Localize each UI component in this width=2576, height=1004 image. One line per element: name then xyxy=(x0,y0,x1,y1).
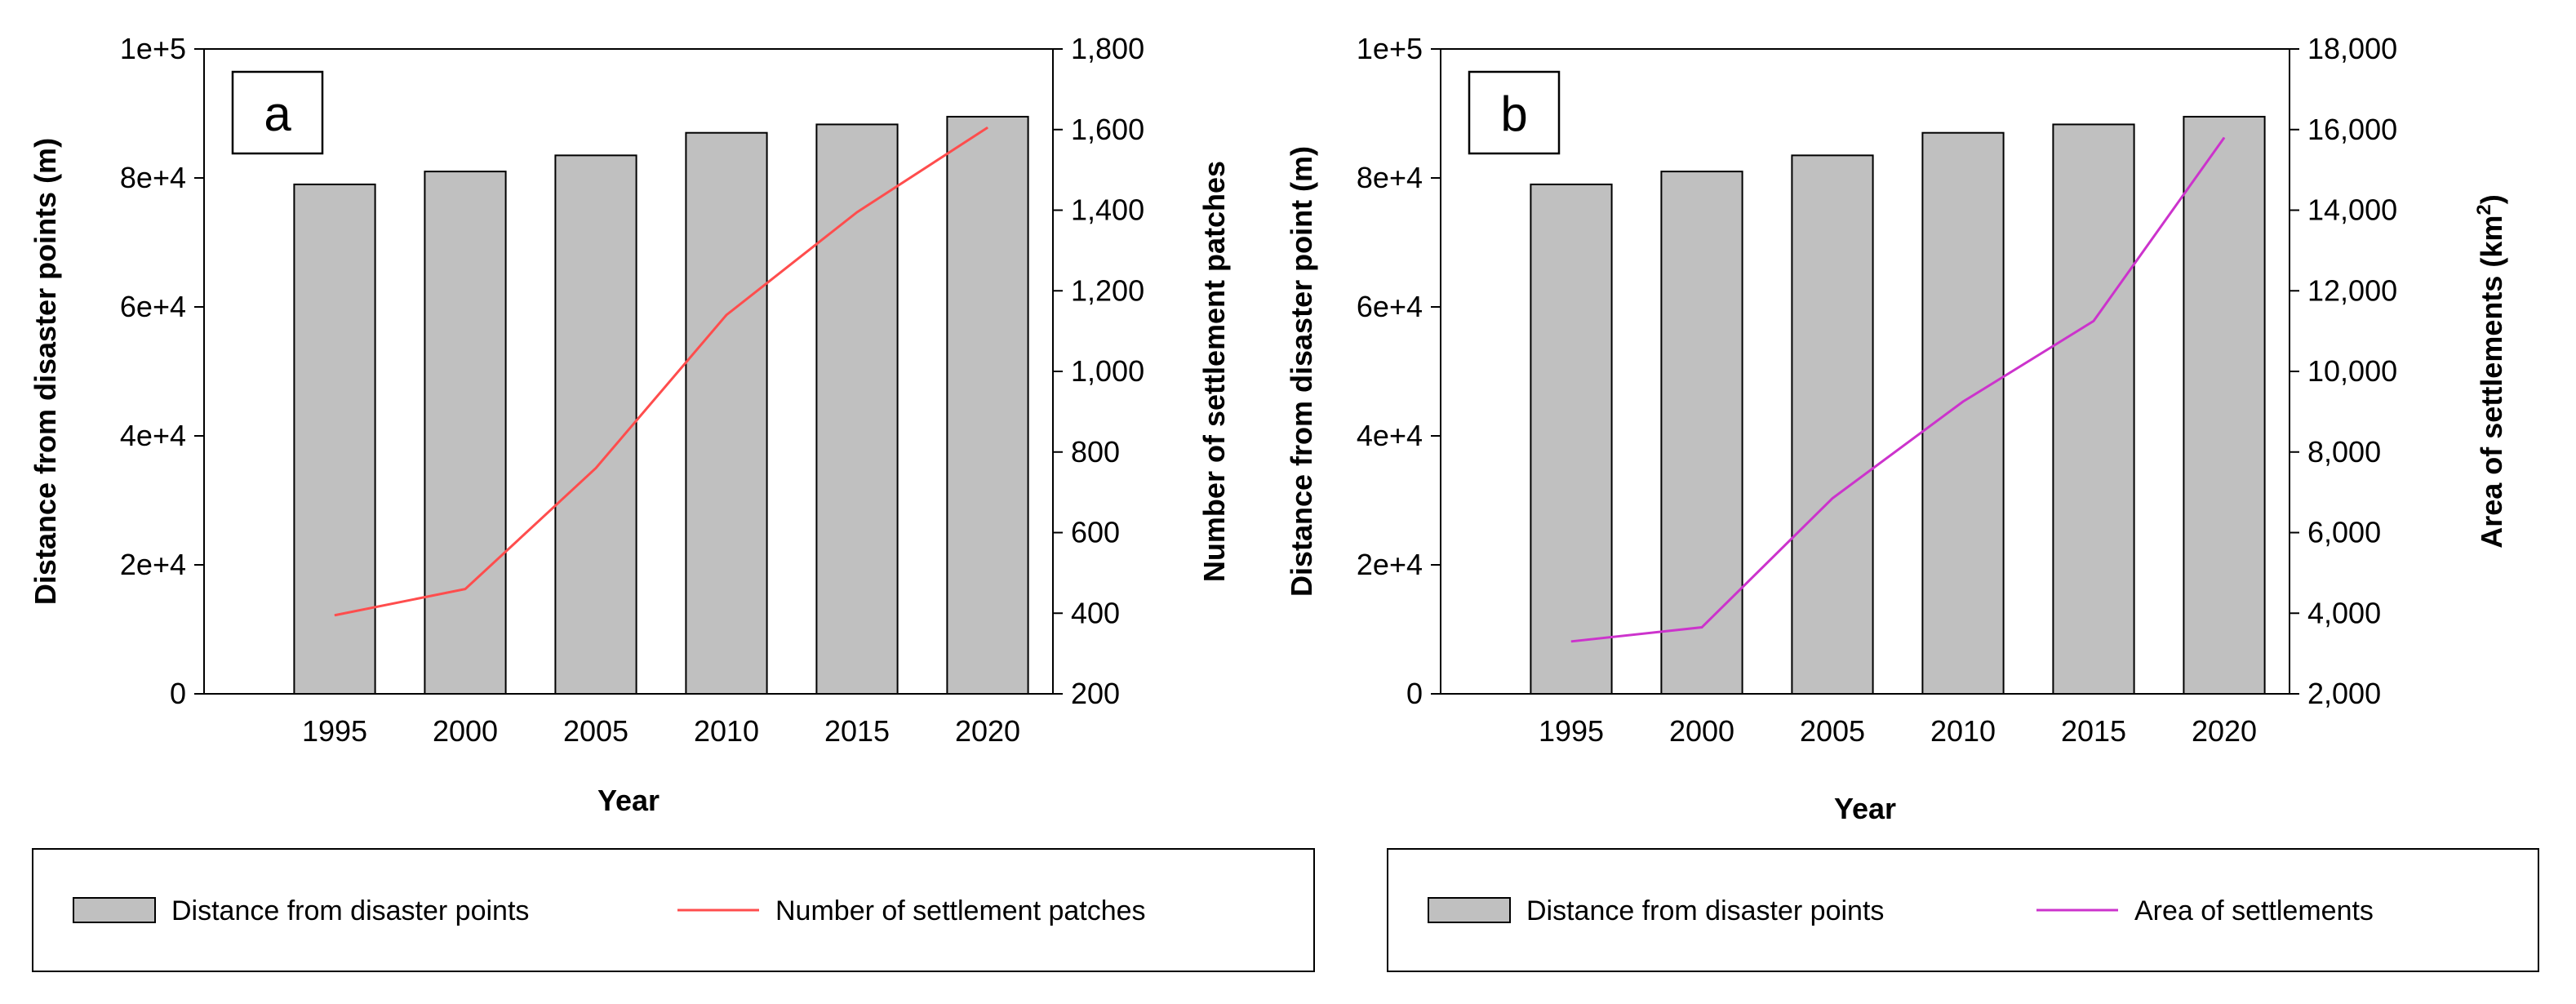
panel-b-x-axis-title: Year xyxy=(1834,792,1896,825)
panel-b-left-tick-label: 1e+5 xyxy=(1357,32,1423,65)
panel-b-right-tick-label: 14,000 xyxy=(2307,193,2397,227)
panel-b-left-tick-label: 4e+4 xyxy=(1357,419,1423,452)
panel-b-bars xyxy=(1530,115,2266,695)
panel-a-line-point-2015 xyxy=(856,211,858,213)
panel-b-left-ticks: 0 2e+4 4e+4 6e+4 8e+4 1e+5 xyxy=(1357,32,1441,710)
panel-b-right-tick-label: 10,000 xyxy=(2307,354,2397,388)
panel-b-line-point-1995 xyxy=(1570,641,1572,642)
panel-a-right-axis-title: Number of settlement patches xyxy=(1197,161,1231,582)
panel-a-x-tick-label: 2005 xyxy=(563,714,628,748)
panel-b-x-tick-label: 2000 xyxy=(1669,714,1734,748)
panel-a-right-tick-label: 1,400 xyxy=(1071,193,1144,227)
panel-a-x-ticks: 1995 2000 2005 2010 2015 2020 xyxy=(302,714,1020,748)
panel-a-left-tick-label: 2e+4 xyxy=(120,548,186,581)
panel-b-right-ticks: 2,000 4,000 6,000 8,000 10,000 12,000 14,000 16… xyxy=(2290,32,2397,710)
panel-a-left-tick-label: 1e+5 xyxy=(120,32,186,65)
panel-b-legend: Distance from disaster points Area of se… xyxy=(1387,848,2539,972)
panel-a-line-point-2005 xyxy=(595,468,597,469)
panel-a-line xyxy=(334,127,988,617)
panel-a-x-tick-label: 1995 xyxy=(302,714,367,748)
panel-a-right-tick-label: 400 xyxy=(1071,596,1120,629)
panel-a-x-axis-title: Year xyxy=(597,784,660,817)
panel-a-legend-line-label: Number of settlement patches xyxy=(775,895,1146,926)
panel-a-legend: Distance from disaster points Number of … xyxy=(32,848,1315,972)
panel-a-left-tick-label: 0 xyxy=(170,677,186,710)
panel-a-right-tick-label: 1,000 xyxy=(1071,354,1144,388)
panel-b-right-tick-label: 12,000 xyxy=(2307,273,2397,307)
panel-b-legend-frame xyxy=(1387,848,2539,972)
panel-a-legend-frame xyxy=(32,848,1315,972)
panel-a-left-tick-label: 4e+4 xyxy=(120,419,186,452)
panel-a-legend-bar-swatch xyxy=(73,897,156,923)
panel-a-x-tick-label: 2000 xyxy=(433,714,498,748)
panel-b-line-point-2005 xyxy=(1832,498,1833,500)
panel-a-bar-2015 xyxy=(815,123,899,695)
panel-b-left-tick-label: 2e+4 xyxy=(1357,548,1423,581)
panel-b: 0 2e+4 4e+4 6e+4 8e+4 1e+5 2,000 4,000 6,000 8,0… xyxy=(1285,32,2539,972)
panel-b-bar-2015 xyxy=(2052,123,2135,695)
panel-a-left-axis-title: Distance from disaster points (m) xyxy=(29,138,62,605)
panel-b-bar-2000 xyxy=(1660,171,1743,695)
panel-a-line-point-2010 xyxy=(726,314,727,316)
panel-a-legend-bar-label: Distance from disaster points xyxy=(171,895,529,926)
panel-b-bar-1995 xyxy=(1530,183,1613,695)
panel-b-x-ticks: 1995 2000 2005 2010 2015 2020 xyxy=(1539,714,2257,748)
panel-a-right-tick-label: 1,800 xyxy=(1071,32,1144,65)
panel-a-bar-2005 xyxy=(554,154,637,695)
panel-b-line-point-2000 xyxy=(1701,627,1703,629)
panel-a-bars xyxy=(293,115,1029,695)
panel-a-x-tick-label: 2020 xyxy=(955,714,1020,748)
panel-b-x-tick-label: 2020 xyxy=(2192,714,2257,748)
panel-a-left-ticks: 0 2e+4 4e+4 6e+4 8e+4 1e+5 xyxy=(120,32,204,710)
panel-b-x-tick-label: 2005 xyxy=(1800,714,1865,748)
panel-a-line-series xyxy=(334,127,988,617)
panel-b-right-tick-label: 18,000 xyxy=(2307,32,2397,65)
panel-a-right-tick-label: 800 xyxy=(1071,435,1120,469)
panel-b-bar-2005 xyxy=(1791,154,1874,695)
panel-b-left-tick-label: 0 xyxy=(1406,677,1423,710)
panel-a-right-ticks: 200 400 600 800 1,000 1,200 1,400 1,600 1,800 xyxy=(1053,32,1144,710)
panel-b-left-tick-label: 6e+4 xyxy=(1357,290,1423,323)
panel-b-right-tick-label: 6,000 xyxy=(2307,516,2381,549)
panel-b-right-tick-label: 4,000 xyxy=(2307,596,2381,629)
panel-a-bar-2020 xyxy=(946,115,1029,695)
panel-b-left-tick-label: 8e+4 xyxy=(1357,161,1423,194)
panel-a-left-tick-label: 8e+4 xyxy=(120,161,186,194)
panel-a: 0 2e+4 4e+4 6e+4 8e+4 1e+5 200 400 600 800 1,000 1… xyxy=(29,32,1315,972)
panel-b-bar-2020 xyxy=(2183,115,2266,695)
panel-b-left-axis-title: Distance from disaster point (m) xyxy=(1285,146,1318,597)
panel-b-tag-box xyxy=(1468,70,1561,155)
panel-b-right-tick-label: 8,000 xyxy=(2307,435,2381,469)
panel-b-right-axis-title: Area of settlements (km2) xyxy=(2473,194,2508,549)
panel-a-left-tick-label: 6e+4 xyxy=(120,290,186,323)
panel-a-right-tick-label: 1,200 xyxy=(1071,273,1144,307)
panel-b-line xyxy=(1570,136,2226,643)
panel-a-right-tick-label: 200 xyxy=(1071,677,1120,710)
panel-a-x-tick-label: 2010 xyxy=(694,714,759,748)
panel-b-legend-bar-label: Distance from disaster points xyxy=(1526,895,1884,926)
panel-b-right-axis-title-end: ) xyxy=(2475,194,2508,204)
panel-a-right-tick-label: 1,600 xyxy=(1071,113,1144,146)
panel-b-right-tick-label: 16,000 xyxy=(2307,113,2397,146)
panel-a-bar-2000 xyxy=(424,171,507,695)
panel-b-line-series xyxy=(1570,136,2226,643)
panel-b-legend-line-label: Area of settlements xyxy=(2134,895,2374,926)
panel-b-x-tick-label: 1995 xyxy=(1539,714,1604,748)
panel-a-bar-2010 xyxy=(685,131,768,695)
panel-b-right-axis-title-main: Area of settlements (km xyxy=(2475,215,2508,549)
panel-b-legend-bar-swatch xyxy=(1428,897,1511,923)
panel-b-x-tick-label: 2015 xyxy=(2061,714,2126,748)
panel-a-x-tick-label: 2015 xyxy=(824,714,890,748)
panel-b-right-axis-title-sup: 2 xyxy=(2473,204,2495,215)
panel-b-bar-2010 xyxy=(1921,131,2005,695)
panel-b-x-tick-label: 2010 xyxy=(1930,714,1996,748)
panel-a-bar-1995 xyxy=(293,183,376,695)
panel-a-tag-box xyxy=(231,70,324,155)
panel-b-tag: b xyxy=(1500,87,1527,141)
panel-a-tag: a xyxy=(264,87,291,141)
panel-b-line-point-2020 xyxy=(2223,137,2225,139)
panel-a-right-tick-label: 600 xyxy=(1071,516,1120,549)
panel-b-right-tick-label: 2,000 xyxy=(2307,677,2381,710)
